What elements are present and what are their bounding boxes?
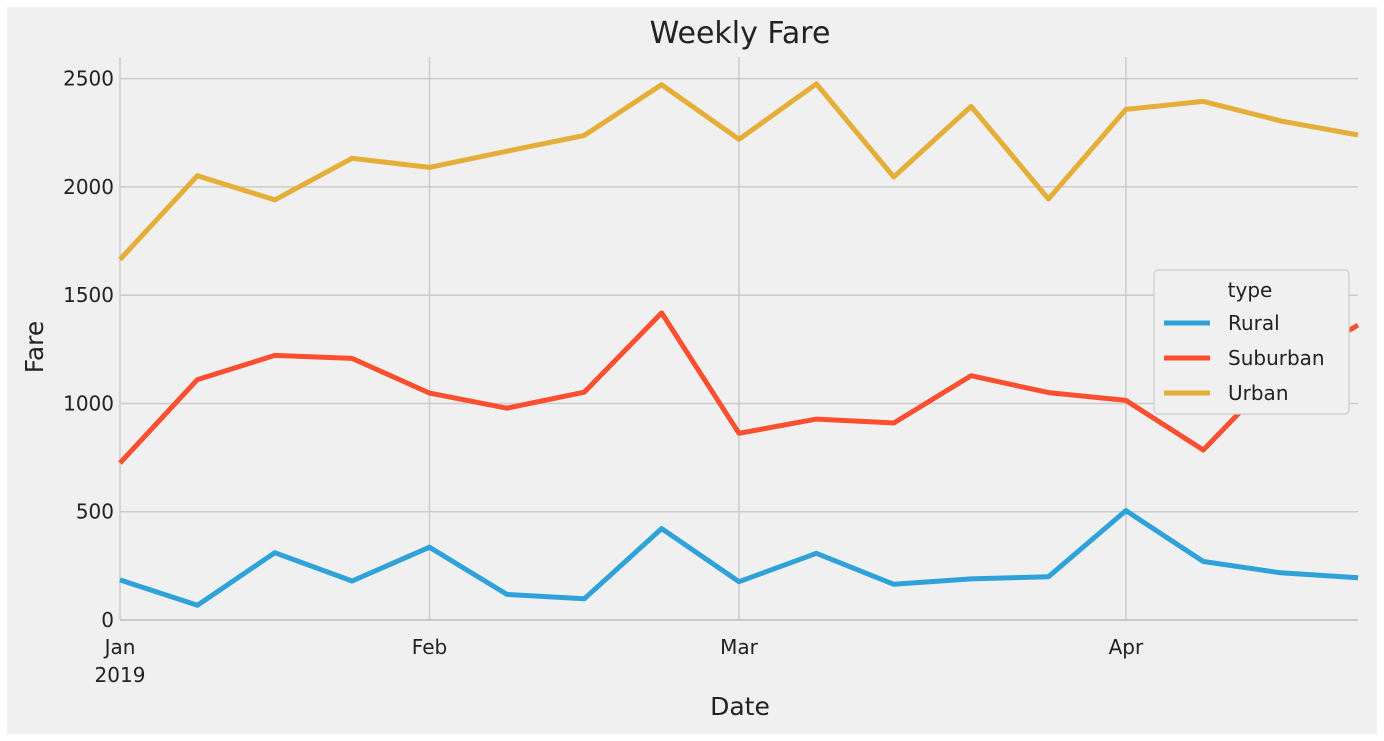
data-point-urban	[118, 257, 123, 262]
data-point-urban	[350, 156, 355, 161]
y-tick-label: 2500	[63, 67, 114, 91]
data-point-rural	[1201, 559, 1206, 564]
data-point-rural	[272, 550, 277, 555]
data-point-suburban	[350, 356, 355, 361]
legend-title: type	[1228, 278, 1273, 302]
data-point-rural	[427, 545, 432, 550]
data-point-suburban	[659, 310, 664, 315]
y-axis-label: Fare	[20, 321, 49, 374]
data-point-rural	[582, 596, 587, 601]
data-point-urban	[272, 197, 277, 202]
x-tick-label: Jan	[103, 635, 136, 659]
data-point-rural	[737, 579, 742, 584]
y-axis-ticks: 0 500 1000 1500 2000 2500	[63, 67, 114, 632]
legend-label-urban: Urban	[1228, 381, 1289, 405]
data-point-urban	[1356, 132, 1361, 137]
data-point-rural	[969, 576, 974, 581]
series-lines	[118, 81, 1361, 608]
data-point-rural	[1356, 575, 1361, 580]
data-point-urban	[504, 149, 509, 154]
data-point-rural	[891, 582, 896, 587]
data-point-rural	[1046, 574, 1051, 579]
data-point-suburban	[737, 431, 742, 436]
grid	[119, 57, 1358, 620]
y-tick-label: 1000	[63, 391, 114, 415]
x-axis-ticks: Jan 2019 Feb Mar Apr	[95, 635, 1144, 687]
data-point-rural	[1278, 570, 1283, 575]
series-line-suburban	[118, 310, 1360, 465]
data-point-urban	[582, 133, 587, 138]
data-point-suburban	[427, 391, 432, 396]
data-point-rural	[504, 592, 509, 597]
data-point-urban	[195, 173, 200, 178]
y-tick-label: 1500	[63, 283, 114, 307]
data-point-suburban	[1356, 323, 1361, 328]
legend-entries: Rural Suburban Urban	[1164, 311, 1325, 405]
data-point-suburban	[195, 377, 200, 382]
data-point-urban	[427, 165, 432, 170]
data-point-rural	[1123, 508, 1128, 513]
data-point-suburban	[969, 373, 974, 378]
legend[interactable]: type Rural Suburban Urban	[1153, 269, 1350, 415]
y-tick-label: 2000	[63, 175, 114, 199]
y-tick-label: 500	[76, 500, 114, 524]
x-tick-sublabel: 2019	[95, 663, 146, 687]
data-point-urban	[1123, 107, 1128, 112]
series-line-rural	[119, 508, 1359, 608]
data-point-urban	[891, 174, 896, 179]
data-point-urban	[814, 81, 819, 86]
data-point-suburban	[814, 417, 819, 422]
data-point-suburban	[272, 353, 277, 358]
data-point-rural	[659, 526, 664, 531]
data-point-urban	[1201, 99, 1206, 104]
data-point-urban	[737, 137, 742, 142]
data-point-rural	[118, 577, 123, 582]
series-line-urban	[118, 81, 1359, 262]
x-axis-label: Date	[710, 692, 770, 721]
data-point-suburban	[118, 461, 123, 466]
data-point-suburban	[1046, 390, 1051, 395]
x-tick-label: Mar	[720, 635, 759, 659]
legend-label-suburban: Suburban	[1228, 346, 1325, 370]
data-point-urban	[969, 104, 974, 109]
x-tick-label: Feb	[412, 635, 447, 659]
chart-title: Weekly Fare	[650, 16, 831, 51]
data-point-urban	[1046, 197, 1051, 202]
data-point-suburban	[582, 390, 587, 395]
data-point-suburban	[1201, 448, 1206, 453]
data-point-suburban	[891, 420, 896, 425]
legend-label-rural: Rural	[1228, 311, 1280, 335]
data-point-rural	[350, 579, 355, 584]
data-point-urban	[659, 82, 664, 87]
data-point-urban	[1278, 118, 1283, 123]
data-point-suburban	[504, 406, 509, 411]
x-tick-label: Apr	[1109, 635, 1144, 659]
data-point-rural	[814, 551, 819, 556]
y-tick-label: 0	[101, 608, 114, 632]
data-point-suburban	[1123, 398, 1128, 403]
figure-background	[7, 7, 1377, 734]
data-point-rural	[195, 603, 200, 608]
legend-box	[1153, 269, 1350, 415]
